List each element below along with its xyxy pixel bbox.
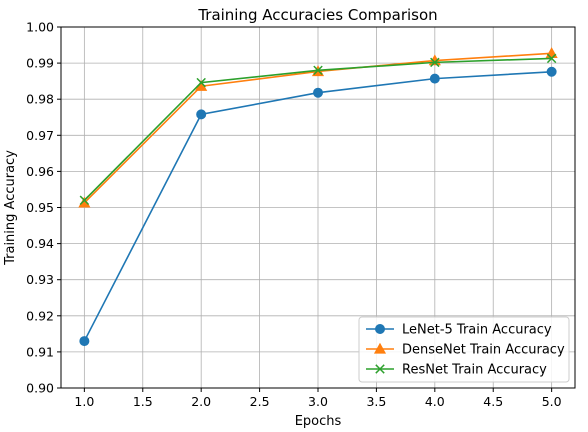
grid — [61, 26, 575, 389]
y-tick-label: 0.97 — [26, 128, 54, 143]
x-tick-label: 4.5 — [483, 394, 503, 409]
x-axis: 1.0 1.5 2.0 2.5 3.0 3.5 4.0 4.5 5.0 — [74, 388, 562, 409]
data-point — [313, 65, 323, 76]
legend-marker — [373, 342, 387, 354]
x-tick-label: 1.0 — [74, 394, 94, 409]
data-point — [429, 73, 440, 84]
x-tick-label: 2.0 — [191, 394, 211, 409]
y-tick-label: 0.91 — [26, 344, 54, 359]
data-point — [196, 109, 207, 120]
series-layer — [78, 47, 558, 347]
y-tick-label: 0.99 — [26, 56, 54, 71]
legend: LeNet-5 Train Accuracy DenseNet Train Acc… — [358, 316, 570, 383]
data-point — [79, 336, 90, 347]
y-tick-label: 0.92 — [26, 308, 54, 323]
chart-title: Training Accuracies Comparison — [197, 6, 437, 24]
y-tick-label: 0.93 — [26, 272, 54, 287]
y-tick-label: 0.96 — [26, 164, 54, 179]
legend-item: ResNet Train Accuracy — [366, 363, 547, 378]
series-1 — [79, 66, 557, 347]
y-tick-label: 0.90 — [26, 381, 54, 396]
x-axis-label: Epochs — [295, 414, 342, 429]
x-tick-label: 1.5 — [133, 394, 153, 409]
legend-marker — [375, 324, 385, 334]
legend-label: LeNet-5 Train Accuracy — [402, 323, 552, 338]
x-tick-label: 2.5 — [250, 394, 270, 409]
y-tick-label: 0.94 — [26, 236, 54, 251]
data-point — [313, 87, 323, 98]
legend-label: ResNet Train Accuracy — [402, 363, 547, 378]
data-point — [430, 57, 440, 68]
y-tick-label: 0.95 — [26, 200, 54, 215]
data-point — [79, 195, 90, 206]
data-point — [546, 66, 557, 77]
y-tick-label: 0.98 — [26, 92, 54, 107]
x-tick-label: 3.0 — [308, 394, 328, 409]
x-tick-label: 4.0 — [425, 394, 445, 409]
series-3 — [79, 53, 557, 206]
legend-label: DenseNet Train Accuracy — [402, 343, 565, 358]
legend-item: LeNet-5 Train Accuracy — [366, 323, 552, 338]
data-point — [196, 77, 206, 88]
data-point — [546, 53, 557, 64]
y-tick-label: 1.00 — [26, 20, 54, 35]
x-tick-label: 3.5 — [366, 394, 386, 409]
y-axis: 0.90 0.91 0.92 0.93 0.94 0.95 0.96 0.97 0.98 0.99… — [26, 20, 61, 396]
legend-marker — [375, 364, 385, 374]
y-axis-label: Training Accuracy — [3, 150, 18, 266]
x-tick-label: 5.0 — [542, 394, 562, 409]
legend-item: DenseNet Train Accuracy — [366, 343, 565, 358]
legend-box — [358, 316, 570, 383]
